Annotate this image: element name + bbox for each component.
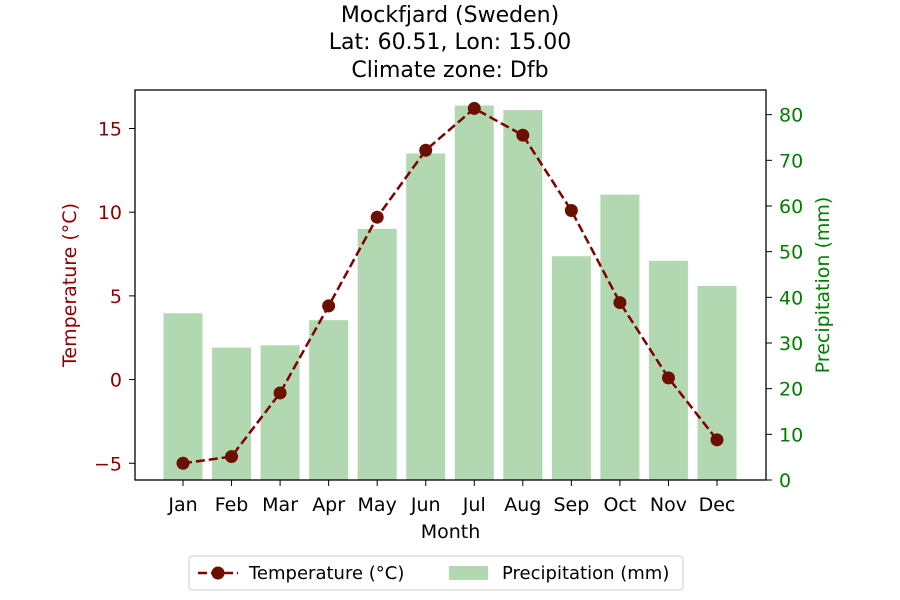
x-tick-label-nov: Nov [650,494,687,516]
y-right-tick-label-3: 30 [779,333,803,355]
temperature-line-path [182,106,718,465]
y-left-tick-label-4: 15 [98,118,122,140]
temperature-point-sep [564,204,578,218]
x-axis-label: Month [421,521,481,543]
temperature-point-may [370,210,384,224]
legend-precipitation-label: Precipitation (mm) [502,563,669,584]
x-tick-label-feb: Feb [215,494,249,516]
y-axis-right-label: Precipitation (mm) [812,197,834,374]
precipitation-bar-aug [503,110,543,480]
x-tick-label-may: May [358,494,397,516]
temperature-point-nov [661,371,675,385]
temperature-point-apr [322,299,336,313]
precipitation-bar-sep [551,256,591,480]
temperature-point-jan [176,456,190,470]
legend-temperature-marker-icon [211,566,225,580]
temperature-point-feb [225,450,239,464]
y-left-tick-label-1: 0 [110,370,122,392]
x-tick-label-oct: Oct [603,494,636,516]
y-right-tick-label-6: 60 [779,196,803,218]
x-axis: Jan Feb Mar Apr May Jun Jul Aug Sep Oct Nov Dec [167,480,735,516]
precipitation-bar-oct [600,194,640,480]
chart-title-line-3: Climate zone: Dfb [351,58,548,83]
precipitation-bar-may [357,228,397,480]
temperature-line [176,101,724,470]
x-tick-label-dec: Dec [699,494,736,516]
temperature-point-dec [710,433,724,447]
precipitation-bar-jun [406,153,446,480]
chart-title: Mockfjard (Sweden) Lat: 60.51, Lon: 15.0… [329,3,571,83]
y-left-tick-label-0: −5 [94,453,122,475]
y-right-tick-label-2: 20 [779,379,803,401]
y-right-tick-label-8: 80 [779,105,803,127]
precipitation-bar-nov [648,260,688,480]
legend-temperature-label: Temperature (°C) [248,563,404,584]
x-tick-label-sep: Sep [553,494,589,516]
precipitation-bar-jul [454,105,494,481]
x-tick-label-mar: Mar [262,494,298,516]
y-right-tick-label-4: 40 [779,287,803,309]
legend: Temperature (°C) Precipitation (mm) [188,555,684,591]
y-right-tick-label-1: 10 [779,424,803,446]
plot-frame [134,89,767,481]
legend-box [188,555,684,591]
y-axis-right: 0 10 20 30 40 50 60 70 80 [766,105,803,492]
y-axis-left-label: Temperature (°C) [59,203,81,368]
chart-title-line-2: Lat: 60.51, Lon: 15.00 [329,30,571,55]
x-tick-label-aug: Aug [504,494,541,516]
legend-precipitation-swatch-icon [449,566,488,580]
precipitation-bar-jan [163,313,203,480]
temperature-point-jul [467,101,481,115]
precipitation-bar-dec [697,285,737,480]
temperature-point-oct [613,296,627,310]
x-tick-label-jan: Jan [167,494,197,516]
x-tick-label-apr: Apr [312,494,345,516]
chart-title-line-1: Mockfjard (Sweden) [341,3,559,28]
y-left-tick-label-3: 10 [98,202,122,224]
precipitation-bar-apr [309,320,349,480]
y-axis-left: −5 0 5 10 15 [94,118,135,475]
plot-border [134,89,767,481]
y-right-tick-label-7: 70 [779,150,803,172]
x-tick-label-jun: Jun [410,494,441,516]
y-left-tick-label-2: 5 [110,286,122,308]
temperature-point-jun [419,143,433,157]
temperature-point-aug [516,128,530,142]
y-right-tick-label-5: 50 [779,242,803,264]
temperature-point-mar [273,386,287,400]
x-tick-label-jul: Jul [462,494,486,516]
y-right-tick-label-0: 0 [779,470,791,492]
precipitation-bars [163,105,737,481]
